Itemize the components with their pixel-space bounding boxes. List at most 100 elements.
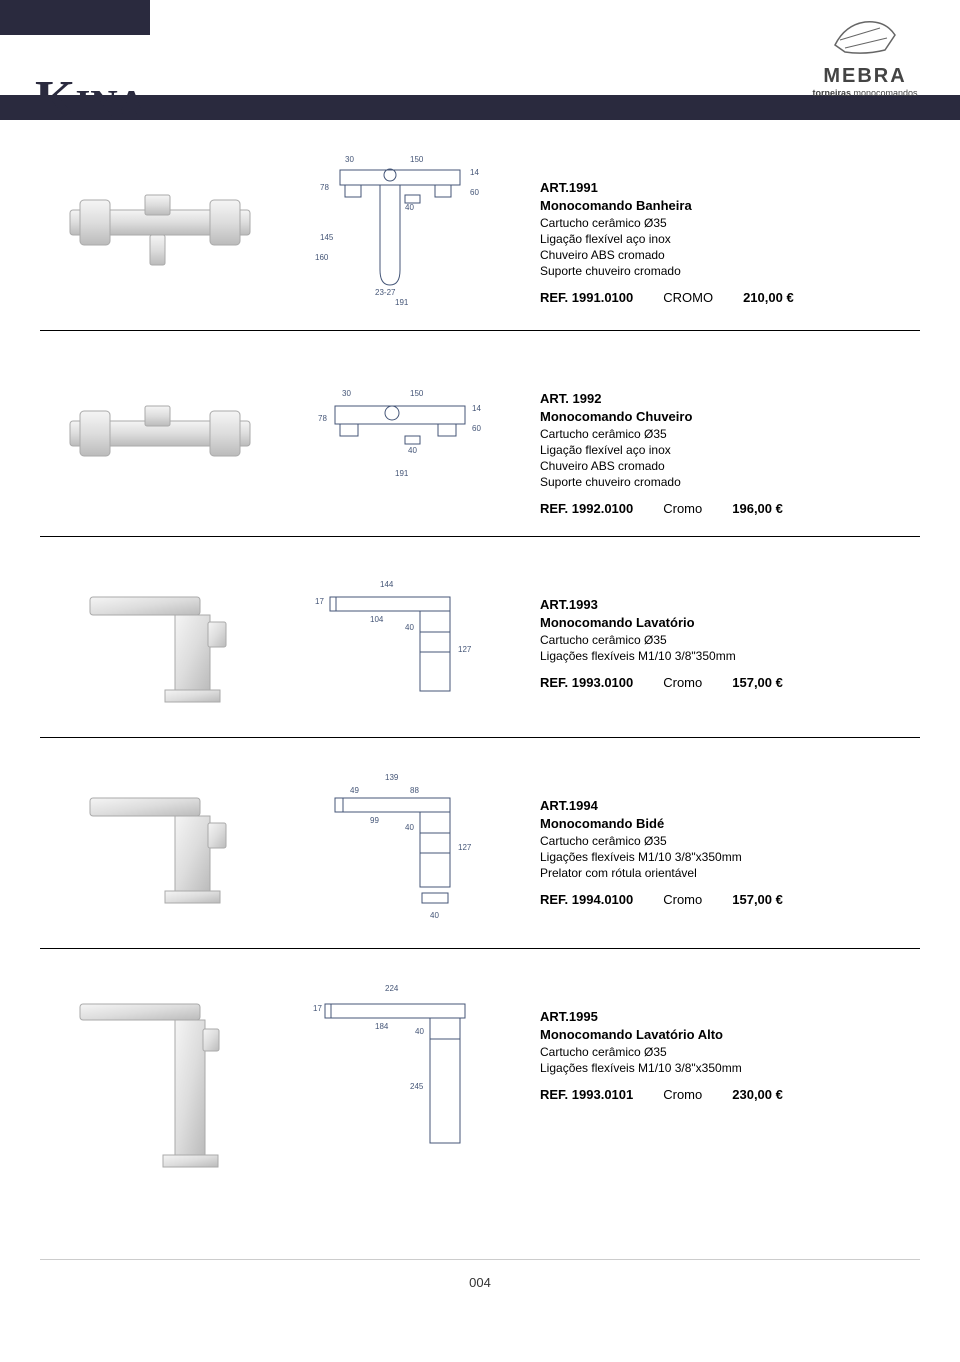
article-code: ART.1993 <box>540 597 920 612</box>
product-spec: Suporte chuveiro cromado <box>540 475 920 489</box>
svg-text:191: 191 <box>395 469 409 478</box>
reference-line: REF. 1992.0100 Cromo 196,00 € <box>540 501 920 516</box>
svg-text:99: 99 <box>370 816 379 825</box>
svg-text:49: 49 <box>350 786 359 795</box>
product-info: ART.1994 Monocomando Bidé Cartucho cerâm… <box>520 768 920 907</box>
product-spec: Chuveiro ABS cromado <box>540 459 920 473</box>
product-spec: Ligações flexíveis M1/10 3/8"x350mm <box>540 1061 920 1075</box>
reference-price: 196,00 € <box>732 501 783 516</box>
product-photo <box>40 979 280 1179</box>
reference-finish: Cromo <box>663 675 702 690</box>
reference-finish: Cromo <box>663 892 702 907</box>
svg-text:127: 127 <box>458 843 472 852</box>
reference-price: 157,00 € <box>732 892 783 907</box>
svg-text:60: 60 <box>472 424 481 433</box>
brand-logo: MEBRA torneiras monocomandos <box>800 10 930 98</box>
svg-text:144: 144 <box>380 580 394 589</box>
svg-text:17: 17 <box>315 597 324 606</box>
svg-text:150: 150 <box>410 389 424 398</box>
svg-text:17: 17 <box>313 1004 322 1013</box>
svg-text:40: 40 <box>405 623 414 632</box>
product-row: 144 104 17 40 127 ART.1993 Monocomando L… <box>40 567 920 738</box>
product-diagram: 139 49 88 99 40 127 40 <box>280 768 520 928</box>
product-row: 30 150 78 145 160 40 191 23-27 14 60 ART… <box>40 150 920 331</box>
svg-text:145: 145 <box>320 233 334 242</box>
product-diagram: 30 150 78 40 191 14 60 <box>280 361 520 511</box>
product-spec: Ligações flexíveis M1/10 3/8"x350mm <box>540 850 920 864</box>
reference-line: REF. 1991.0100 CROMO 210,00 € <box>540 290 920 305</box>
svg-text:40: 40 <box>408 446 417 455</box>
product-spec: Ligações flexíveis M1/10 3/8"350mm <box>540 649 920 663</box>
product-title: Monocomando Banheira <box>540 198 920 213</box>
article-code: ART. 1992 <box>540 391 920 406</box>
svg-text:104: 104 <box>370 615 384 624</box>
product-info: ART.1991 Monocomando Banheira Cartucho c… <box>520 150 920 305</box>
reference-code: REF. 1991.0100 <box>540 290 633 305</box>
header-accent-top <box>0 0 150 35</box>
svg-text:14: 14 <box>470 168 479 177</box>
product-list: 30 150 78 145 160 40 191 23-27 14 60 ART… <box>0 120 960 1259</box>
product-info: ART.1995 Monocomando Lavatório Alto Cart… <box>520 979 920 1102</box>
svg-text:224: 224 <box>385 984 399 993</box>
reference-finish: Cromo <box>663 501 702 516</box>
svg-text:150: 150 <box>410 155 424 164</box>
reference-line: REF. 1993.0100 Cromo 157,00 € <box>540 675 920 690</box>
svg-text:14: 14 <box>472 404 481 413</box>
title-initial: K <box>35 71 75 128</box>
product-spec: Suporte chuveiro cromado <box>540 264 920 278</box>
reference-price: 157,00 € <box>732 675 783 690</box>
product-spec: Cartucho cerâmico Ø35 <box>540 427 920 441</box>
reference-code: REF. 1993.0101 <box>540 1087 633 1102</box>
svg-text:78: 78 <box>318 414 327 423</box>
product-spec: Ligação flexível aço inox <box>540 232 920 246</box>
svg-text:40: 40 <box>415 1027 424 1036</box>
reference-line: REF. 1993.0101 Cromo 230,00 € <box>540 1087 920 1102</box>
product-photo <box>40 150 280 300</box>
product-title: Monocomando Chuveiro <box>540 409 920 424</box>
reference-price: 210,00 € <box>743 290 794 305</box>
reference-finish: CROMO <box>663 290 713 305</box>
product-title: Monocomando Lavatório Alto <box>540 1027 920 1042</box>
svg-text:184: 184 <box>375 1022 389 1031</box>
article-code: ART.1995 <box>540 1009 920 1024</box>
product-diagram: 144 104 17 40 127 <box>280 567 520 717</box>
page-number: 004 <box>469 1275 491 1290</box>
product-diagram: 224 184 17 40 245 <box>280 979 520 1159</box>
reference-code: REF. 1994.0100 <box>540 892 633 907</box>
product-spec: Cartucho cerâmico Ø35 <box>540 633 920 647</box>
page-header: KINA MEBRA torneiras monocomandos <box>0 0 960 120</box>
page-footer: 004 <box>40 1259 920 1305</box>
product-spec: Chuveiro ABS cromado <box>540 248 920 262</box>
reference-line: REF. 1994.0100 Cromo 157,00 € <box>540 892 920 907</box>
svg-text:30: 30 <box>345 155 354 164</box>
product-spec: Prelator com rótula orientável <box>540 866 920 880</box>
brand-logo-icon <box>825 10 905 60</box>
svg-text:127: 127 <box>458 645 472 654</box>
product-photo <box>40 567 280 717</box>
brand-name: MEBRA <box>800 65 930 88</box>
svg-text:139: 139 <box>385 773 399 782</box>
product-diagram: 30 150 78 145 160 40 191 23-27 14 60 <box>280 150 520 310</box>
reference-code: REF. 1992.0100 <box>540 501 633 516</box>
product-title: Monocomando Bidé <box>540 816 920 831</box>
product-spec: Cartucho cerâmico Ø35 <box>540 216 920 230</box>
product-row: 224 184 17 40 245 ART.1995 Monocomando L… <box>40 979 920 1199</box>
svg-text:88: 88 <box>410 786 419 795</box>
svg-text:30: 30 <box>342 389 351 398</box>
reference-price: 230,00 € <box>732 1087 783 1102</box>
product-row: 139 49 88 99 40 127 40 ART.1994 Monocoma… <box>40 768 920 949</box>
product-photo <box>40 361 280 511</box>
svg-text:40: 40 <box>430 911 439 920</box>
svg-text:60: 60 <box>470 188 479 197</box>
svg-text:160: 160 <box>315 253 329 262</box>
product-photo <box>40 768 280 918</box>
product-row: 30 150 78 40 191 14 60 ART. 1992 Monocom… <box>40 361 920 537</box>
svg-text:40: 40 <box>405 823 414 832</box>
article-code: ART.1991 <box>540 180 920 195</box>
title-rest: INA <box>75 83 145 125</box>
product-spec: Ligação flexível aço inox <box>540 443 920 457</box>
reference-code: REF. 1993.0100 <box>540 675 633 690</box>
product-title: Monocomando Lavatório <box>540 615 920 630</box>
brand-tagline: torneiras monocomandos <box>800 88 930 98</box>
product-spec: Cartucho cerâmico Ø35 <box>540 834 920 848</box>
